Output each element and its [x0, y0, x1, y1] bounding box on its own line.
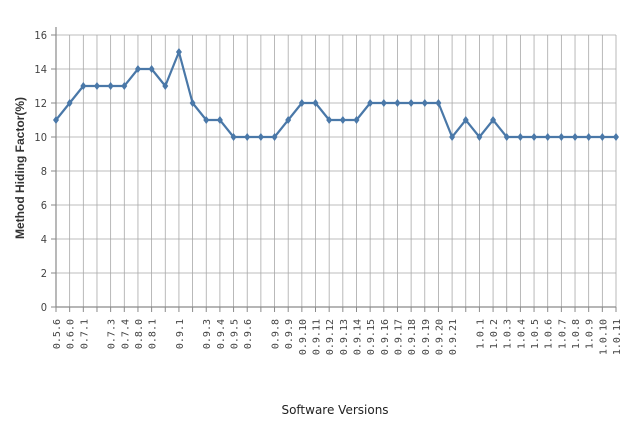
data-point	[285, 116, 292, 124]
x-tick-label: 1.0.2	[489, 319, 500, 349]
x-tick-label: 0.7.3	[107, 319, 118, 349]
data-point	[312, 99, 319, 107]
y-tick-label: 0	[41, 301, 47, 314]
x-tick-label: 1.0.10	[598, 319, 609, 355]
data-point	[257, 133, 264, 141]
x-tick-label: 0.9.10	[298, 319, 309, 355]
x-tick-label: 1.0.4	[516, 319, 527, 349]
x-tick-label: 0.9.20	[434, 319, 445, 355]
x-tick-label: 0.7.4	[120, 319, 131, 349]
data-point	[107, 82, 114, 90]
data-point	[339, 116, 346, 124]
x-tick-label: 0.9.3	[202, 319, 213, 349]
x-tick-label: 0.7.1	[79, 319, 90, 349]
axes	[51, 27, 617, 312]
x-tick-label: 1.0.6	[544, 319, 555, 349]
x-axis-title: Software Versions	[281, 403, 388, 417]
x-tick-label: 1.0.7	[557, 319, 568, 349]
data-point	[421, 99, 428, 107]
y-tick-label: 2	[41, 267, 47, 280]
x-tick-label: 0.8.1	[148, 319, 159, 349]
x-tick-label: 1.0.8	[571, 319, 582, 349]
data-point	[585, 133, 592, 141]
x-tick-label: 0.9.11	[312, 319, 323, 355]
y-tick-label: 4	[41, 233, 47, 246]
x-tick-label: 1.0.11	[612, 319, 623, 355]
x-tick-label: 1.0.3	[503, 319, 514, 349]
y-tick-label: 14	[34, 63, 47, 76]
series-layer	[53, 48, 619, 141]
x-tick-label: 0.9.4	[216, 319, 227, 349]
data-point	[53, 116, 59, 124]
data-point	[490, 116, 497, 124]
x-tick-label: 0.6.0	[66, 319, 77, 349]
data-point	[134, 65, 141, 73]
y-tick-label: 16	[34, 29, 47, 42]
data-point	[503, 133, 510, 141]
y-tick-label: 8	[41, 165, 47, 178]
data-point	[271, 133, 278, 141]
data-point	[66, 99, 73, 107]
data-point	[435, 99, 442, 107]
data-point	[613, 133, 619, 141]
data-point	[544, 133, 551, 141]
data-point	[367, 99, 374, 107]
x-tick-label: 0.9.1	[175, 319, 186, 349]
x-tick-label: 0.8.0	[134, 319, 145, 349]
data-point	[298, 99, 305, 107]
x-tick-label: 1.0.5	[530, 319, 541, 349]
x-tick-label: 0.9.21	[448, 319, 459, 355]
x-tick-label: 0.9.19	[421, 319, 432, 355]
data-point	[558, 133, 565, 141]
y-axis-title: Method Hiding Factor(%)	[13, 97, 27, 239]
x-tick-label: 0.9.17	[393, 319, 404, 355]
x-tick-label: 0.9.16	[380, 319, 391, 355]
x-tick-label: 1.0.1	[475, 319, 486, 349]
x-tick-label: 0.9.14	[352, 319, 363, 355]
data-point	[462, 116, 469, 124]
data-point	[531, 133, 538, 141]
data-point	[244, 133, 251, 141]
x-tick-label: 0.9.5	[230, 319, 241, 349]
data-point	[189, 99, 196, 107]
data-point	[203, 116, 210, 124]
data-point	[162, 82, 169, 90]
data-point	[80, 82, 87, 90]
data-point	[599, 133, 606, 141]
data-point	[148, 65, 155, 73]
data-point	[121, 82, 128, 90]
y-tick-label: 6	[41, 199, 47, 212]
x-tick-label: 0.5.6	[52, 319, 63, 349]
data-point	[216, 116, 223, 124]
data-point	[476, 133, 483, 141]
x-tick-label: 1.0.9	[585, 319, 596, 349]
data-point	[230, 133, 237, 141]
x-tick-label: 0.9.9	[284, 319, 295, 349]
data-point	[572, 133, 579, 141]
x-tick-label: 0.9.8	[271, 319, 282, 349]
data-point	[353, 116, 360, 124]
data-point	[408, 99, 415, 107]
x-tick-label: 0.9.6	[243, 319, 254, 349]
x-tick-label: 0.9.15	[366, 319, 377, 355]
data-point	[326, 116, 333, 124]
x-tick-label: 0.9.18	[407, 319, 418, 355]
grid	[55, 34, 617, 307]
data-point	[394, 99, 401, 107]
y-tick-label: 12	[34, 97, 47, 110]
data-point	[175, 48, 182, 56]
x-tick-label: 0.9.13	[339, 319, 350, 355]
y-tick-label: 10	[34, 131, 47, 144]
data-point	[449, 133, 456, 141]
data-point	[380, 99, 387, 107]
x-tick-label: 0.9.12	[325, 319, 336, 355]
data-point	[93, 82, 100, 90]
data-point	[517, 133, 524, 141]
